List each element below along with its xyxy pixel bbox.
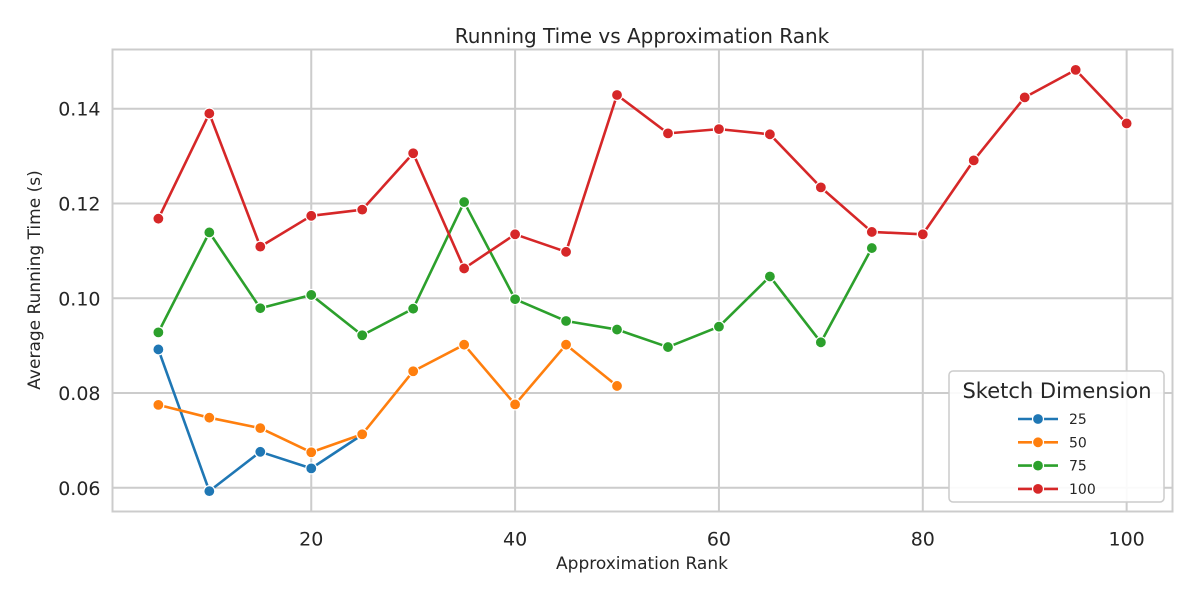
y-tick-label: 0.14 [58, 99, 100, 121]
data-point [712, 320, 726, 333]
x-tick-label: 20 [299, 529, 323, 551]
data-point [559, 314, 573, 328]
data-point [661, 127, 675, 140]
data-point [610, 379, 624, 393]
legend-items: 25 50 75 100 [1018, 412, 1096, 498]
x-axis-label: Approximation Rank [556, 554, 728, 574]
legend-label: 25 [1069, 412, 1087, 428]
legend-swatch-marker [1031, 436, 1045, 449]
data-point [661, 340, 675, 354]
data-point [407, 302, 420, 315]
legend-swatch-marker [1031, 459, 1045, 472]
x-tick-label: 40 [503, 529, 527, 551]
data-point [508, 398, 522, 411]
data-point [152, 343, 165, 356]
legend-item: 25 [1018, 412, 1087, 428]
data-point [1120, 117, 1133, 130]
data-point [152, 326, 165, 339]
tick-labels: 20 40 60 80 100 0.06 0.08 0.10 0.12 0.14 [58, 99, 1145, 551]
legend-label: 50 [1069, 435, 1087, 451]
legend-label: 100 [1069, 482, 1096, 498]
data-point [458, 338, 471, 351]
data-point [508, 293, 522, 306]
legend-box [948, 370, 1165, 503]
data-point [916, 228, 929, 241]
data-point [356, 203, 369, 216]
data-point [763, 128, 777, 141]
series-line [157, 68, 1128, 270]
data-point [559, 338, 573, 351]
data-point [203, 411, 216, 424]
data-point [763, 270, 777, 283]
series-100 [152, 63, 1133, 275]
data-point [356, 329, 369, 342]
data-point [610, 323, 624, 336]
x-tick-label: 60 [707, 529, 731, 551]
data-point [203, 226, 216, 239]
data-point [305, 288, 318, 302]
y-tick-label: 0.08 [58, 383, 100, 405]
y-tick-label: 0.10 [58, 288, 100, 310]
data-point [152, 212, 165, 225]
data-point [407, 365, 420, 378]
legend: Sketch Dimension 25 50 75 100 [948, 370, 1165, 503]
series-50 [152, 338, 624, 459]
data-point [254, 445, 267, 458]
data-point [152, 398, 165, 411]
legend-swatch-marker [1031, 482, 1045, 495]
legend-item: 50 [1018, 435, 1087, 451]
x-tick-label: 100 [1109, 529, 1145, 551]
data-point [967, 154, 980, 167]
data-point [1069, 63, 1082, 76]
data-point [458, 195, 471, 209]
data-point [865, 241, 878, 255]
data-point [508, 228, 522, 241]
data-point [254, 240, 267, 253]
legend-label: 75 [1069, 459, 1087, 475]
data-point [712, 123, 726, 136]
data-point [203, 485, 216, 498]
x-tick-label: 80 [911, 529, 935, 551]
data-point [305, 446, 318, 459]
y-tick-label: 0.12 [58, 194, 100, 216]
data-point [865, 225, 878, 239]
data-point [1018, 91, 1031, 104]
data-point [305, 209, 318, 222]
legend-item: 100 [1018, 482, 1096, 498]
data-point [559, 245, 573, 258]
series-line [157, 343, 619, 454]
data-point [610, 88, 624, 102]
data-point [356, 428, 369, 441]
data-point [407, 147, 420, 160]
chart-title: Running Time vs Approximation Rank [455, 24, 830, 48]
legend-swatch-marker [1031, 412, 1045, 426]
legend-title: Sketch Dimension [962, 379, 1151, 403]
y-tick-label: 0.06 [58, 478, 100, 500]
series-75 [152, 195, 878, 354]
data-point [203, 107, 216, 120]
data-point [254, 422, 267, 435]
data-series [152, 63, 1133, 498]
y-axis-label: Average Running Time (s) [25, 170, 45, 389]
legend-item: 75 [1018, 459, 1087, 475]
data-point [458, 262, 471, 275]
data-point [814, 181, 827, 194]
data-point [814, 336, 827, 349]
data-point [254, 302, 267, 315]
data-point [305, 462, 318, 475]
